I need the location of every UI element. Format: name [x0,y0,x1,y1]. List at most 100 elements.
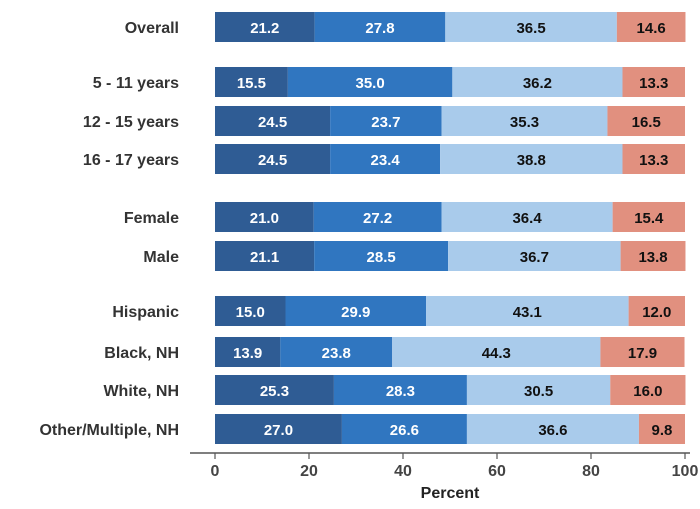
data-label: 36.7 [520,249,549,266]
data-label: 23.8 [322,345,351,362]
x-tick-label: 0 [211,463,220,480]
bar-segment [330,106,442,136]
data-label: 36.2 [523,75,552,92]
category-label: Hispanic [112,304,179,321]
bar-segment [638,414,685,444]
data-label: 15.0 [236,304,265,321]
bar-segment [215,12,315,42]
data-label: 14.6 [637,20,666,37]
bar-segment [333,375,467,405]
x-tick-label: 60 [488,463,506,480]
bar-segment [314,12,446,42]
bar-segment [452,67,623,97]
x-tick-label: 80 [582,463,600,480]
bar-segment [215,106,331,136]
x-tick-label: 20 [300,463,318,480]
data-label: 13.3 [639,152,668,169]
category-label: Overall [125,20,179,37]
data-label: 16.5 [632,114,661,131]
x-axis: 0 20 40 60 80 100 [190,452,699,480]
data-label: 9.8 [652,422,673,439]
bar-segment [448,241,621,271]
data-label: 43.1 [513,304,542,321]
bar-segment [620,241,686,271]
data-label: 27.0 [264,422,293,439]
bar-segment [441,202,613,232]
bar-segment [330,144,441,174]
category-label: Other/Multiple, NH [39,422,179,439]
data-label: 29.9 [341,304,370,321]
category-label: Male [143,249,179,266]
bar-segment [612,202,685,232]
data-label: 12.0 [642,304,671,321]
bar-segment [215,337,281,367]
bar-segment [616,12,686,42]
data-label: 17.9 [628,345,657,362]
category-label: 5 - 11 years [93,75,179,92]
data-label: 21.1 [250,249,279,266]
bar-segment [622,144,685,174]
bar-segment [287,67,453,97]
data-label: 27.2 [363,210,392,227]
data-label: 21.2 [250,20,279,37]
x-tick-label: 40 [394,463,412,480]
bar-segment [445,12,617,42]
data-label: 28.3 [386,383,415,400]
bar-segment [285,296,427,326]
bar-segment [392,337,601,367]
data-label: 26.6 [390,422,419,439]
data-label: 27.8 [365,20,394,37]
bar-segment [215,375,334,405]
data-label: 36.5 [516,20,545,37]
data-label: 24.5 [258,152,287,169]
data-label: 28.5 [367,249,396,266]
data-label: 23.7 [371,114,400,131]
data-label: 15.5 [237,75,266,92]
bar-segment [280,337,393,367]
bar-segment [314,241,449,271]
category-label: Female [124,210,179,227]
bar-segment [607,106,685,136]
bar-segment [215,414,342,444]
bar-segment [341,414,467,444]
bar-segment [215,296,286,326]
bars-layer: 21.2 27.8 36.5 14.6 15.5 35.0 36.2 13.3 24.5 23.7… [215,12,686,444]
data-label: 35.0 [355,75,384,92]
data-label: 21.0 [250,210,279,227]
bar-segment [600,337,685,367]
category-label: 16 - 17 years [83,152,179,169]
bar-segment [440,144,623,174]
data-label: 23.4 [371,152,401,169]
bar-segment [466,375,611,405]
bar-segment [610,375,686,405]
category-label: White, NH [103,383,179,400]
data-label: 36.6 [538,422,567,439]
x-axis-title: Percent [421,485,480,502]
data-label: 35.3 [510,114,539,131]
bar-segment [622,67,685,97]
data-label: 24.5 [258,114,287,131]
category-label: 12 - 15 years [83,114,179,131]
data-label: 38.8 [517,152,546,169]
data-label: 15.4 [634,210,664,227]
bar-segment [313,202,442,232]
data-label: 36.4 [512,210,542,227]
data-label: 13.8 [638,249,667,266]
category-label: Black, NH [104,345,179,362]
bar-segment [215,67,288,97]
data-label: 30.5 [524,383,553,400]
x-tick-label: 100 [672,463,699,480]
data-label: 13.3 [639,75,668,92]
bar-segment [215,144,331,174]
bar-segment [441,106,608,136]
bar-segment [628,296,685,326]
category-labels-layer: Overall 5 - 11 years 12 - 15 years 16 - 17 … [39,20,179,439]
data-label: 13.9 [233,345,262,362]
bar-segment [215,202,314,232]
data-label: 44.3 [482,345,511,362]
data-label: 16.0 [633,383,662,400]
data-label: 25.3 [260,383,289,400]
bar-segment [426,296,629,326]
